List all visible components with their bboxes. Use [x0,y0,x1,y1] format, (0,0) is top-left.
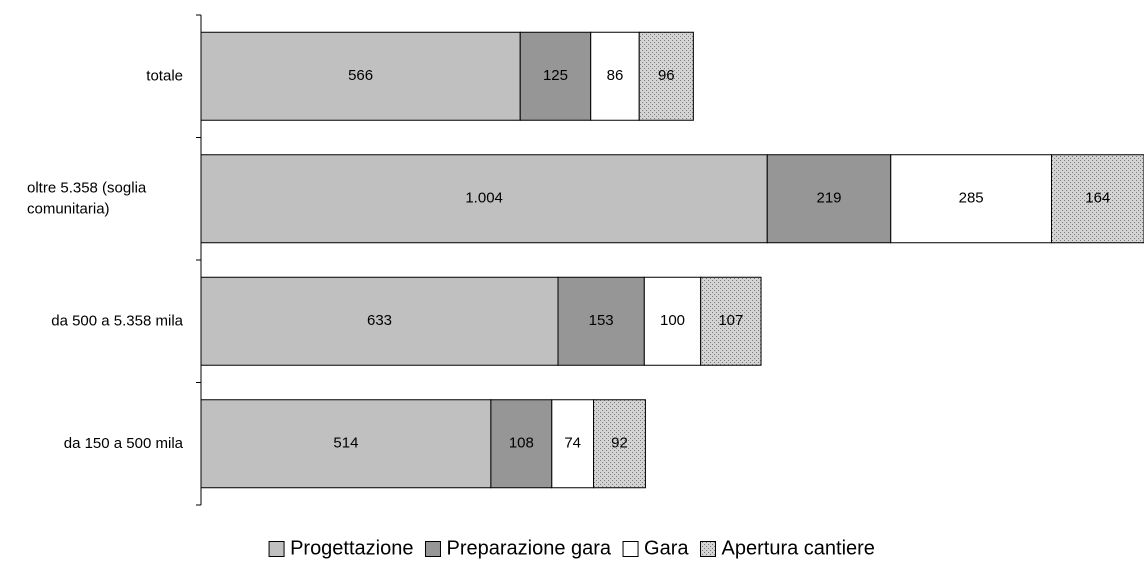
data-label-apertura-cantiere: 92 [611,435,628,452]
bar-segment-preparazione-gara [557,276,645,366]
bar-segment-preparazione-gara [490,399,553,489]
legend-swatch-gara [622,541,639,557]
data-label-gara: 74 [564,435,581,452]
data-label-gara: 86 [607,67,624,84]
data-label-apertura-cantiere: 96 [658,67,675,84]
data-label-apertura-cantiere: 164 [1085,190,1110,207]
bar-segment-gara [890,154,1053,244]
legend-label-progettazione: Progettazione [290,537,413,559]
data-label-preparazione-gara: 125 [543,67,568,84]
bar-segment-apertura-cantiere [593,399,646,489]
y-axis [196,14,202,506]
category-label-da-500-a-5-358-mila: da 500 a 5.358 mila [51,312,183,329]
bar-segment-progettazione [200,31,521,121]
bars-area: 566 125 86 96 1.004 219 285 164 633 153 100 107 514 1… [200,31,1144,489]
data-label-progettazione: 514 [333,435,358,452]
data-label-progettazione: 1.004 [465,190,503,207]
legend-label-apertura-cantiere: Apertura cantiere [722,537,875,559]
category-labels: totale oltre 5.358 (soglia comunitaria) da … [27,67,184,452]
data-label-gara: 285 [959,190,984,207]
bar-segment-progettazione [200,154,768,244]
bar-segment-progettazione [200,276,559,366]
legend-swatch-progettazione [268,541,285,557]
bar-segment-gara [643,276,702,366]
category-label-da-150-a-500-mila: da 150 a 500 mila [64,435,184,452]
data-label-preparazione-gara: 219 [816,190,841,207]
legend-label-preparazione-gara: Preparazione gara [446,537,611,559]
data-label-preparazione-gara: 108 [509,435,534,452]
legend: Progettazione Preparazione gara Gara Apertu… [268,537,875,559]
data-label-progettazione: 633 [367,312,392,329]
data-label-apertura-cantiere: 107 [718,312,743,329]
category-label-totale: totale [146,67,183,84]
legend-label-gara: Gara [644,537,689,559]
data-label-preparazione-gara: 153 [589,312,614,329]
legend-swatch-apertura-cantiere [700,541,717,557]
data-label-progettazione: 566 [348,67,373,84]
bar-segment-apertura-cantiere [1051,154,1144,244]
bar-segment-preparazione-gara [766,154,892,244]
data-label-gara: 100 [660,312,685,329]
bar-segment-progettazione [200,399,492,489]
category-label-oltre-5-358-soglia-comunitaria: oltre 5.358 (soglia comunitaria) [27,179,147,217]
bar-segment-apertura-cantiere [700,276,762,366]
bar-segment-apertura-cantiere [638,31,694,121]
legend-swatch-preparazione-gara [424,541,441,557]
